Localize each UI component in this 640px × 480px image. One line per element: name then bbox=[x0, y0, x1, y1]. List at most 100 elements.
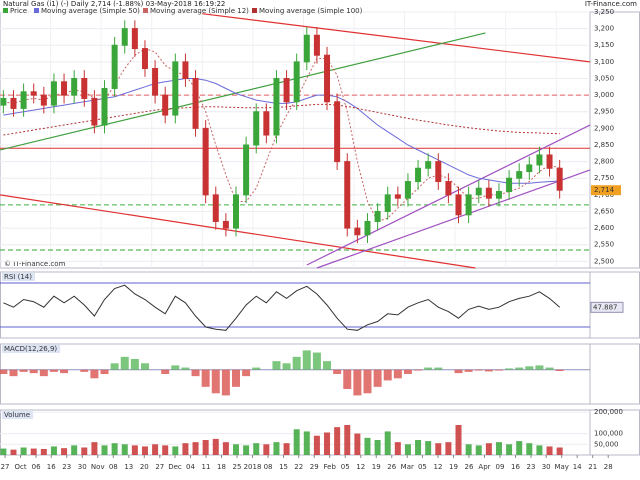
volume-bar bbox=[273, 442, 280, 455]
x-tick-label: 16 bbox=[47, 463, 56, 471]
histogram-bar bbox=[49, 369, 58, 372]
candle-body bbox=[192, 77, 199, 129]
candle-body bbox=[111, 44, 118, 89]
histogram-bar bbox=[19, 369, 28, 372]
candle-body bbox=[445, 181, 452, 196]
candle-body bbox=[293, 61, 300, 103]
panel-title-bg bbox=[2, 345, 61, 353]
candle-body bbox=[475, 187, 482, 196]
histogram-bar bbox=[181, 367, 190, 370]
volume-bar bbox=[506, 444, 513, 455]
volume-bar bbox=[121, 444, 128, 455]
current-price-label: 2,714 bbox=[594, 186, 615, 194]
histogram-bar bbox=[403, 369, 412, 374]
volume-bar bbox=[374, 440, 381, 455]
candle-body bbox=[506, 177, 513, 193]
volume-bar bbox=[526, 443, 533, 455]
trend-line bbox=[202, 13, 591, 63]
candle-body bbox=[384, 194, 391, 212]
volume-bar bbox=[20, 447, 27, 455]
histogram-bar bbox=[494, 369, 503, 371]
y-tick-label: 2,500 bbox=[594, 257, 614, 265]
volume-bar bbox=[91, 442, 98, 455]
histogram-bar bbox=[424, 367, 433, 370]
histogram-bar bbox=[80, 369, 89, 372]
candle-body bbox=[162, 94, 169, 116]
volume-bar bbox=[131, 445, 138, 455]
candle-body bbox=[81, 77, 88, 99]
volume-bar bbox=[10, 449, 17, 455]
x-tick-label: 28 bbox=[604, 463, 613, 471]
volume-bar bbox=[293, 429, 300, 455]
histogram-bar bbox=[414, 369, 423, 371]
y-tick-label: 3,000 bbox=[594, 91, 614, 99]
legend-swatch bbox=[143, 8, 148, 13]
histogram-bar bbox=[292, 356, 301, 370]
y-tick-label: 3,200 bbox=[594, 25, 614, 33]
candle-body bbox=[20, 91, 27, 109]
candle-body bbox=[50, 81, 57, 106]
histogram-bar bbox=[474, 369, 483, 371]
legend-label: Price bbox=[10, 7, 27, 15]
histogram-bar bbox=[282, 363, 291, 370]
x-tick-label: 22 bbox=[294, 463, 303, 471]
volume-bar bbox=[364, 437, 371, 455]
x-tick-label: 25 bbox=[233, 463, 242, 471]
x-tick-label: 26 bbox=[465, 463, 474, 471]
legend-swatch bbox=[34, 8, 39, 13]
y-tick-label: 2,750 bbox=[594, 174, 614, 182]
volume-bar bbox=[425, 441, 432, 455]
candle-body bbox=[273, 77, 280, 136]
legend-label: Moving average (Simple 100) bbox=[259, 7, 363, 15]
candle-body bbox=[40, 94, 47, 106]
candle-body bbox=[222, 220, 229, 229]
candle-body bbox=[141, 48, 148, 70]
volume-bar bbox=[40, 449, 47, 455]
x-tick-label: 20 bbox=[140, 463, 149, 471]
x-tick-label: 05 bbox=[341, 463, 350, 471]
panel-title-bg bbox=[2, 273, 35, 281]
volume-bar bbox=[344, 425, 351, 455]
candle-body bbox=[394, 194, 401, 199]
volume-bar bbox=[172, 446, 179, 455]
legend-swatch bbox=[252, 8, 257, 13]
histogram-bar bbox=[110, 363, 119, 370]
y-tick-label: 3,150 bbox=[594, 41, 614, 49]
x-tick-label: Oct bbox=[15, 463, 27, 471]
candle-body bbox=[425, 161, 432, 169]
histogram-bar bbox=[120, 356, 129, 370]
histogram-bar bbox=[29, 369, 38, 374]
volume-bar bbox=[0, 448, 7, 455]
panel-title-bg bbox=[2, 411, 34, 419]
legend-label: Moving average (Simple 12) bbox=[150, 7, 249, 15]
x-tick-label: 12 bbox=[356, 463, 365, 471]
candle-body bbox=[172, 61, 179, 116]
volume-bar bbox=[101, 445, 108, 455]
x-tick-label: 13 bbox=[124, 463, 133, 471]
candle-body bbox=[303, 34, 310, 63]
histogram-bar bbox=[333, 369, 342, 374]
histogram-bar bbox=[505, 368, 514, 370]
candle-body bbox=[404, 181, 411, 199]
candle-body bbox=[212, 194, 219, 222]
candle-body bbox=[283, 77, 290, 103]
volume-bar bbox=[61, 448, 68, 455]
histogram-bar bbox=[312, 352, 321, 370]
volume-bar bbox=[475, 445, 482, 455]
rsi-line bbox=[3, 284, 561, 331]
histogram-bar bbox=[272, 361, 281, 370]
volume-bar bbox=[485, 443, 492, 455]
volume-bar bbox=[415, 440, 422, 455]
candle-body bbox=[415, 167, 422, 183]
x-tick-label: 2018 bbox=[244, 463, 262, 471]
candle-body bbox=[101, 87, 108, 126]
candle-body bbox=[0, 97, 7, 106]
x-tick-label: Apr bbox=[478, 463, 490, 471]
volume-bar bbox=[516, 441, 523, 455]
x-tick-label: Dec bbox=[168, 463, 182, 471]
volume-bar bbox=[81, 447, 88, 455]
volume-bar bbox=[404, 444, 411, 455]
x-tick-label: 04 bbox=[186, 463, 195, 471]
